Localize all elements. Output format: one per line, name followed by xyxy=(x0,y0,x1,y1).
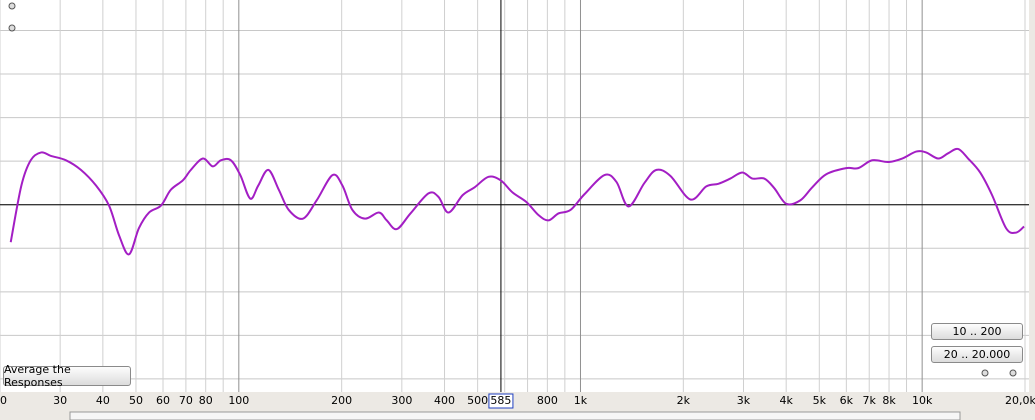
x-tick-label: 50 xyxy=(129,394,143,407)
x-tick-label: 20,0kHz xyxy=(1005,394,1035,407)
range-button[interactable]: 20 .. 20.000 xyxy=(931,346,1023,363)
control-strip xyxy=(69,411,961,420)
x-tick-label: 300 xyxy=(391,394,412,407)
x-tick-label: 1k xyxy=(574,394,588,407)
zoom-icons[interactable] xyxy=(8,2,1017,377)
plot-area xyxy=(0,0,1029,392)
x-tick-label: 10k xyxy=(912,394,933,407)
x-tick-label: 20 xyxy=(0,394,7,407)
x-tick-label: 6k xyxy=(840,394,854,407)
x-tick-label: 200 xyxy=(331,394,352,407)
x-tick-label: 7k xyxy=(863,394,877,407)
x-tick-label: 800 xyxy=(537,394,558,407)
x-tick-label: 80 xyxy=(199,394,213,407)
x-tick-label: 5k xyxy=(813,394,827,407)
x-tick-label: 3k xyxy=(737,394,751,407)
x-tick-label: 400 xyxy=(434,394,455,407)
range-button[interactable]: 10 .. 200 xyxy=(931,323,1023,340)
x-tick-label: 30 xyxy=(53,394,67,407)
x-tick-label: 70 xyxy=(179,394,193,407)
x-tick-label: 100 xyxy=(228,394,249,407)
x-tick-label: 4k xyxy=(779,394,793,407)
x-tick-label: 500 xyxy=(467,394,488,407)
cursor-label: 585 xyxy=(490,394,511,407)
cursor-label-box xyxy=(488,393,514,409)
x-tick-label: 2k xyxy=(677,394,691,407)
x-tick-label: 60 xyxy=(156,394,170,407)
x-tick-label: 40 xyxy=(96,394,110,407)
average-button[interactable]: Average the Responses xyxy=(3,363,131,389)
response-line xyxy=(9,147,1025,256)
x-tick-label: 8k xyxy=(882,394,896,407)
